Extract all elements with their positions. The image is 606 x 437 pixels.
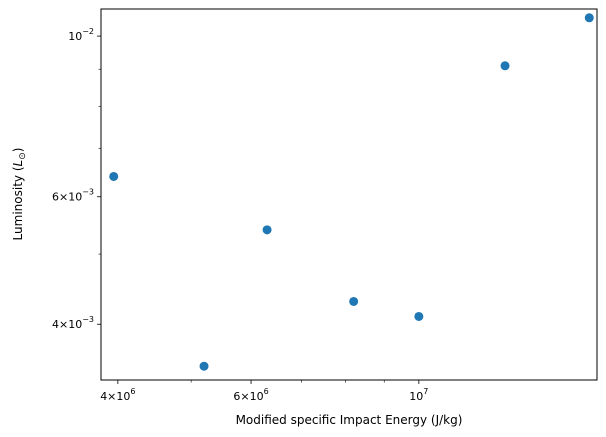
y-tick-label: 4×10−3 [52,315,94,331]
y-axis-label-close: ) [11,148,25,153]
y-tick-label: 6×10−3 [52,188,94,204]
plot-area [100,8,598,381]
data-point [584,13,594,23]
x-tick-label-exponent: 6 [264,387,269,396]
y-axis-label-subscript: ⊙ [18,152,28,160]
data-points [109,13,594,371]
x-tick-label: 6×106 [233,387,268,403]
y-axis-label-main: Luminosity ( [11,166,25,240]
x-axis-ticks: 4×106 6×106 107 [100,380,428,403]
x-tick-label-exponent: 6 [130,387,135,396]
y-tick-label-base: 10 [68,30,82,43]
y-tick-label-base: 4×10 [52,318,82,331]
y-tick-label-exponent: −3 [82,315,94,324]
x-tick-label-base: 4×10 [100,390,130,403]
data-point [262,225,272,235]
y-axis-ticks: 4×10−36×10−310−2 [52,27,101,331]
y-axis-label: Luminosity (L⊙) [11,148,28,241]
x-tick-label-base: 10 [409,390,423,403]
y-tick-label-exponent: −3 [82,188,94,197]
data-point [414,311,424,321]
y-tick-label: 10−2 [68,27,94,43]
x-tick-label: 4×106 [100,387,135,403]
data-point [500,61,510,71]
data-point [349,296,359,306]
x-axis-label: Modified specific Impact Energy (J/kg) [236,413,463,427]
x-tick-label-base: 6×10 [233,390,263,403]
y-axis-label-symbol: L [11,160,25,167]
data-point [199,361,209,371]
data-point [109,171,119,181]
y-tick-label-base: 6×10 [52,191,82,204]
x-tick-label: 107 [409,387,428,403]
x-tick-label-exponent: 7 [423,387,428,396]
y-tick-label-exponent: −2 [82,27,94,36]
